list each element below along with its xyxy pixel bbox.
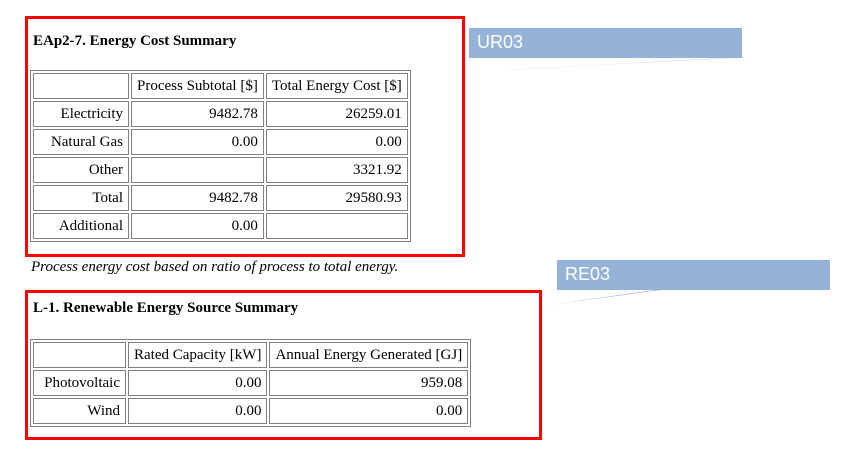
cell-value: 9482.78 — [131, 101, 264, 127]
row-label: Other — [33, 157, 129, 183]
cell-value: 0.00 — [128, 370, 268, 396]
cell-value: 959.08 — [269, 370, 469, 396]
header-annual-energy-generated: Annual Energy Generated [GJ] — [269, 342, 469, 368]
energy-cost-footnote: Process energy cost based on ratio of pr… — [31, 259, 399, 275]
cell-value: 0.00 — [269, 398, 469, 424]
row-label: Total — [33, 185, 129, 211]
table-row: Natural Gas 0.00 0.00 — [33, 129, 408, 155]
cell-value: 26259.01 — [265, 101, 408, 127]
re-highlight-box — [25, 290, 542, 440]
energy-cost-table: Process Subtotal [$] Total Energy Cost [… — [30, 70, 411, 242]
row-label: Additional — [33, 213, 129, 239]
renewable-table: Rated Capacity [kW] Annual Energy Genera… — [30, 339, 472, 427]
table-row: Wind 0.00 0.00 — [33, 398, 469, 424]
header-cell-blank — [33, 73, 129, 99]
header-process-subtotal: Process Subtotal [$] — [131, 73, 264, 99]
energy-cost-title: EAp2-7. Energy Cost Summary — [33, 33, 237, 49]
cell-value: 0.00 — [128, 398, 268, 424]
ur-callout-label: UR03 — [469, 28, 742, 58]
table-row: Photovoltaic 0.00 959.08 — [33, 370, 469, 396]
cell-value — [265, 213, 408, 239]
renewable-title: L-1. Renewable Energy Source Summary — [33, 300, 299, 316]
header-cell-blank — [33, 342, 126, 368]
table-row: Other 3321.92 — [33, 157, 408, 183]
cell-value: 0.00 — [131, 213, 264, 239]
cell-value: 0.00 — [265, 129, 408, 155]
cell-value: 9482.78 — [131, 185, 264, 211]
header-total-energy-cost: Total Energy Cost [$] — [265, 73, 408, 99]
ur-callout-leader — [452, 57, 748, 73]
cell-value: 0.00 — [131, 129, 264, 155]
ur-highlight-box — [25, 16, 465, 257]
row-label: Electricity — [33, 101, 129, 127]
table-row: Additional 0.00 — [33, 213, 408, 239]
header-rated-capacity: Rated Capacity [kW] — [128, 342, 268, 368]
re-callout-leader — [542, 289, 668, 306]
row-label: Wind — [33, 398, 126, 424]
table-header-row: Process Subtotal [$] Total Energy Cost [… — [33, 73, 408, 99]
table-row: Total 9482.78 29580.93 — [33, 185, 408, 211]
row-label: Photovoltaic — [33, 370, 126, 396]
cell-value: 3321.92 — [265, 157, 408, 183]
cell-value — [131, 157, 264, 183]
row-label: Natural Gas — [33, 129, 129, 155]
table-header-row: Rated Capacity [kW] Annual Energy Genera… — [33, 342, 469, 368]
cell-value: 29580.93 — [265, 185, 408, 211]
table-row: Electricity 9482.78 26259.01 — [33, 101, 408, 127]
re-callout-label: RE03 — [557, 260, 830, 290]
